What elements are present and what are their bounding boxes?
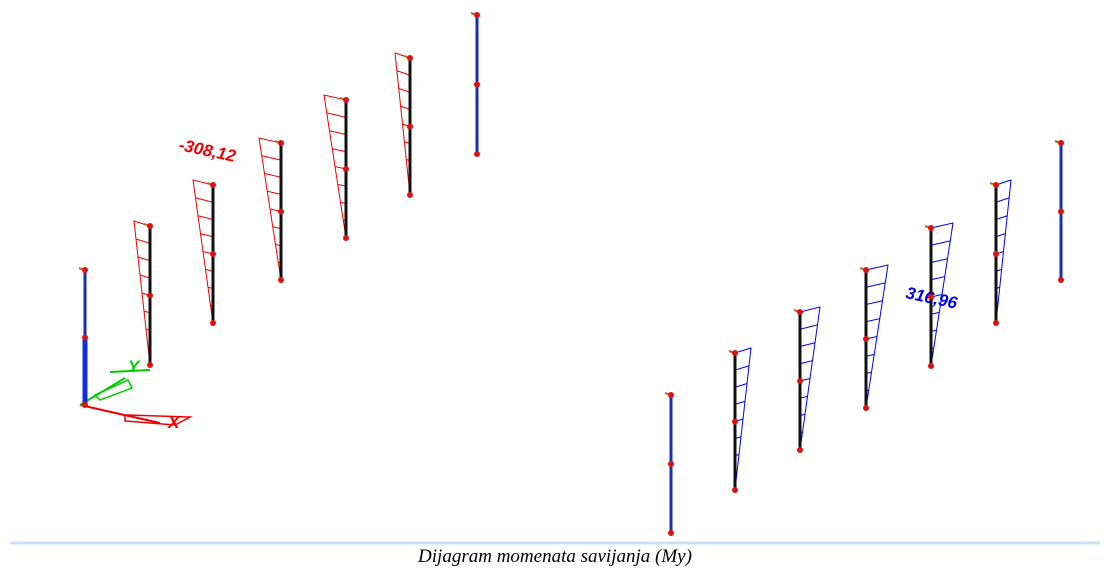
node <box>343 235 349 241</box>
hatch <box>799 360 813 365</box>
hatch <box>799 324 818 330</box>
node <box>210 251 216 257</box>
hatch <box>930 258 948 263</box>
hatch <box>197 215 214 220</box>
node <box>863 336 869 342</box>
hatch <box>135 238 151 244</box>
node <box>147 223 153 229</box>
hatch <box>865 282 886 288</box>
node <box>797 378 803 384</box>
node <box>993 251 999 257</box>
hatch <box>799 342 816 347</box>
node <box>1058 208 1064 215</box>
node <box>863 267 869 273</box>
hatch <box>995 233 1006 238</box>
node <box>343 166 349 172</box>
axis-label-x: X <box>167 413 181 432</box>
node <box>1058 140 1064 146</box>
hatch <box>139 274 151 279</box>
node <box>928 225 934 231</box>
hatch <box>200 233 214 238</box>
node <box>147 292 153 299</box>
node <box>797 447 803 453</box>
node <box>474 81 480 88</box>
node <box>82 334 88 341</box>
node <box>474 151 480 157</box>
hatch <box>261 155 282 161</box>
axis-label-y: Y <box>128 357 141 376</box>
hatch <box>995 215 1008 220</box>
hatch <box>264 173 282 178</box>
node <box>278 277 284 283</box>
hatch <box>195 197 214 203</box>
hatch <box>865 318 880 323</box>
node <box>407 192 413 198</box>
moment-label-min: -308,12 <box>177 135 238 166</box>
hatch <box>329 130 347 135</box>
hatch <box>267 190 282 195</box>
hatch <box>865 300 883 305</box>
hatch <box>396 70 411 76</box>
hatch <box>137 256 151 262</box>
hatch <box>930 240 951 246</box>
hatch <box>326 112 347 118</box>
node <box>407 55 413 61</box>
node <box>407 123 413 130</box>
node <box>474 12 480 18</box>
hatch <box>995 197 1010 203</box>
caption: Dijagram momenata savijanja (My) <box>417 546 692 567</box>
node <box>732 487 738 493</box>
node <box>82 267 88 273</box>
node <box>343 97 349 103</box>
hatch <box>332 148 347 153</box>
hatch <box>734 365 750 371</box>
node <box>928 294 934 300</box>
node <box>147 362 153 368</box>
node <box>863 405 869 411</box>
node <box>82 402 88 408</box>
hatch <box>734 383 748 388</box>
node <box>668 461 674 467</box>
node <box>210 182 216 188</box>
node <box>928 363 934 369</box>
node <box>993 320 999 326</box>
hatch <box>400 105 411 110</box>
node <box>668 530 674 536</box>
node <box>210 320 216 326</box>
node <box>1058 277 1064 283</box>
node <box>732 418 738 425</box>
node <box>797 309 803 315</box>
node <box>732 350 738 356</box>
hatch <box>398 88 411 93</box>
hatch <box>734 400 746 405</box>
node <box>278 140 284 146</box>
node <box>278 208 284 215</box>
node <box>993 182 999 188</box>
node <box>668 392 674 398</box>
hatch <box>930 276 945 281</box>
